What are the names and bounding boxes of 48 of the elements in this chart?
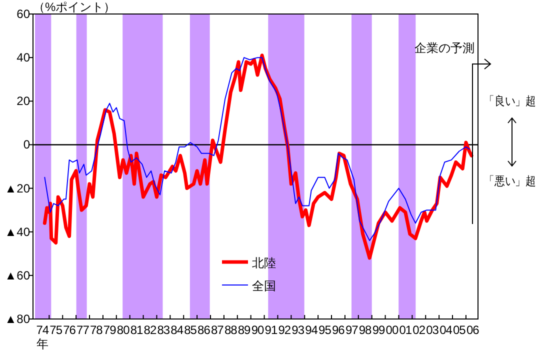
x-tick-label: 05 — [453, 323, 466, 337]
x-tick-label: 81 — [130, 323, 144, 337]
y-tick-label: ▲60 — [4, 268, 30, 282]
x-tick-label: 83 — [157, 323, 170, 337]
x-tick-label: 76 — [63, 323, 76, 337]
y-tick-label: ▲80 — [4, 312, 30, 326]
x-tick-label: 74 — [36, 323, 50, 337]
x-tick-label: 94 — [305, 323, 318, 337]
y-tick-label: ▲40 — [4, 224, 30, 239]
x-tick-label: 03 — [426, 323, 440, 337]
x-tick-label: 97 — [345, 323, 359, 337]
text: 「良い」超 — [484, 94, 544, 108]
y-tick-label: 40 — [16, 50, 30, 65]
x-tick-label: 95 — [318, 323, 332, 337]
x-tick-label: 89 — [238, 323, 252, 337]
y-tick-label: 20 — [16, 94, 30, 108]
x-tick-label: 96 — [332, 323, 346, 337]
x-tick-label: 75 — [50, 323, 63, 337]
x-tick-label: 82 — [144, 323, 157, 337]
x-tick-label: 86 — [198, 323, 211, 337]
y-tick-label: ▲20 — [4, 181, 30, 196]
x-tick-label: 98 — [358, 323, 372, 337]
x-tick-label: 77 — [76, 323, 90, 337]
y-tick-label: 60 — [16, 7, 30, 21]
y-axis-title: （%ポイント） — [33, 0, 116, 14]
legend-label: 北陸 — [252, 256, 276, 270]
text: 「悪い」超 — [484, 174, 544, 188]
x-tick-label: 06 — [466, 323, 480, 337]
annotation: 企業の予測 — [414, 41, 474, 55]
x-tick-label: 85 — [184, 323, 198, 337]
x-tick-label: 93 — [292, 323, 305, 337]
x-tick-label: 90 — [251, 323, 264, 337]
x-tick-label: 00 — [386, 323, 399, 337]
x-tick-label: 04 — [440, 323, 453, 337]
x-tick-label: 02 — [412, 323, 426, 337]
x-tick-label: 91 — [264, 323, 278, 337]
x-tick-label: 01 — [399, 323, 412, 337]
x-tick-label: 92 — [278, 323, 292, 337]
x-tick-label: 88 — [224, 323, 238, 337]
x-tick-label: 80 — [116, 323, 130, 337]
x-tick-label: 79 — [103, 323, 117, 337]
x-tick-label: 99 — [372, 323, 386, 337]
x-axis-title: 年 — [36, 337, 48, 350]
x-tick-label: 84 — [170, 323, 184, 337]
x-tick-label: 87 — [210, 323, 224, 337]
y-tick-label: 0 — [23, 138, 30, 152]
legend-label: 全国 — [252, 279, 276, 293]
x-tick-label: 78 — [90, 323, 104, 337]
